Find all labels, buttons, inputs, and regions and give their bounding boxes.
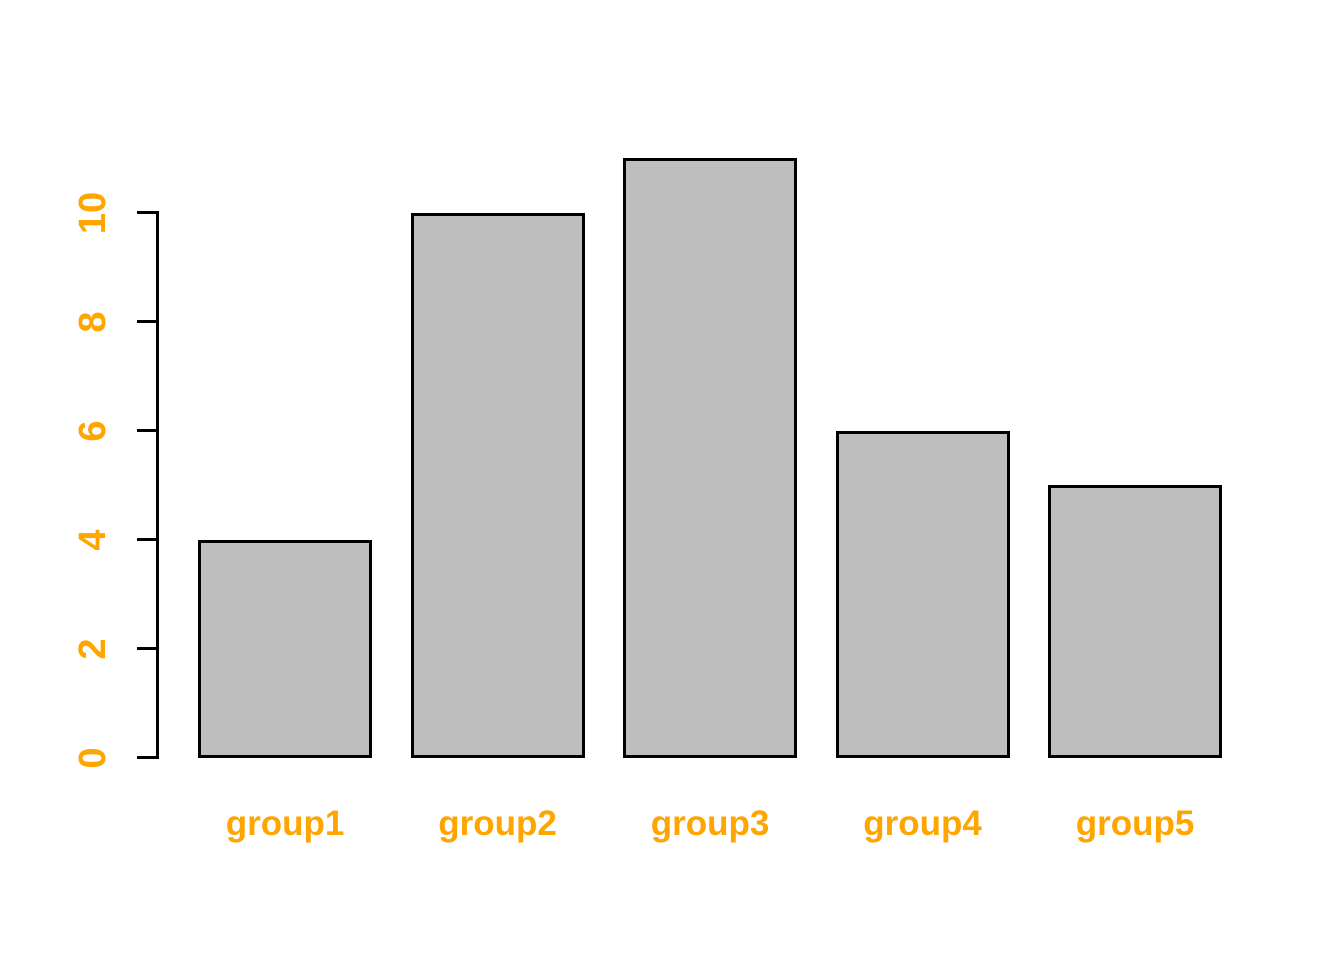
y-axis-tick <box>137 756 156 759</box>
bar-group1 <box>198 539 372 758</box>
y-axis-tick-label: 2 <box>72 637 114 660</box>
y-axis-tick-label: 4 <box>72 528 114 551</box>
y-axis-tick-label: 0 <box>72 746 114 769</box>
bar-group2 <box>410 212 585 758</box>
y-axis-line <box>156 211 159 759</box>
y-axis-tick <box>137 538 156 541</box>
y-axis-tick-label: 6 <box>72 419 114 442</box>
y-axis-tick <box>137 429 156 432</box>
y-axis-tick <box>137 320 156 323</box>
x-axis-category-label: group4 <box>863 804 982 843</box>
x-axis-category-label: group5 <box>1075 804 1195 843</box>
bar-group3 <box>623 158 797 758</box>
y-axis-tick <box>137 647 156 650</box>
y-axis-tick-label: 8 <box>72 310 114 333</box>
bar-group4 <box>835 430 1010 758</box>
x-axis-category-label: group1 <box>225 804 345 843</box>
x-axis-category-label: group3 <box>650 804 770 843</box>
y-axis-tick <box>137 211 156 214</box>
x-axis-category-label: group2 <box>438 804 557 843</box>
bar-group5 <box>1048 485 1222 758</box>
y-axis-tick-label: 10 <box>72 191 114 234</box>
